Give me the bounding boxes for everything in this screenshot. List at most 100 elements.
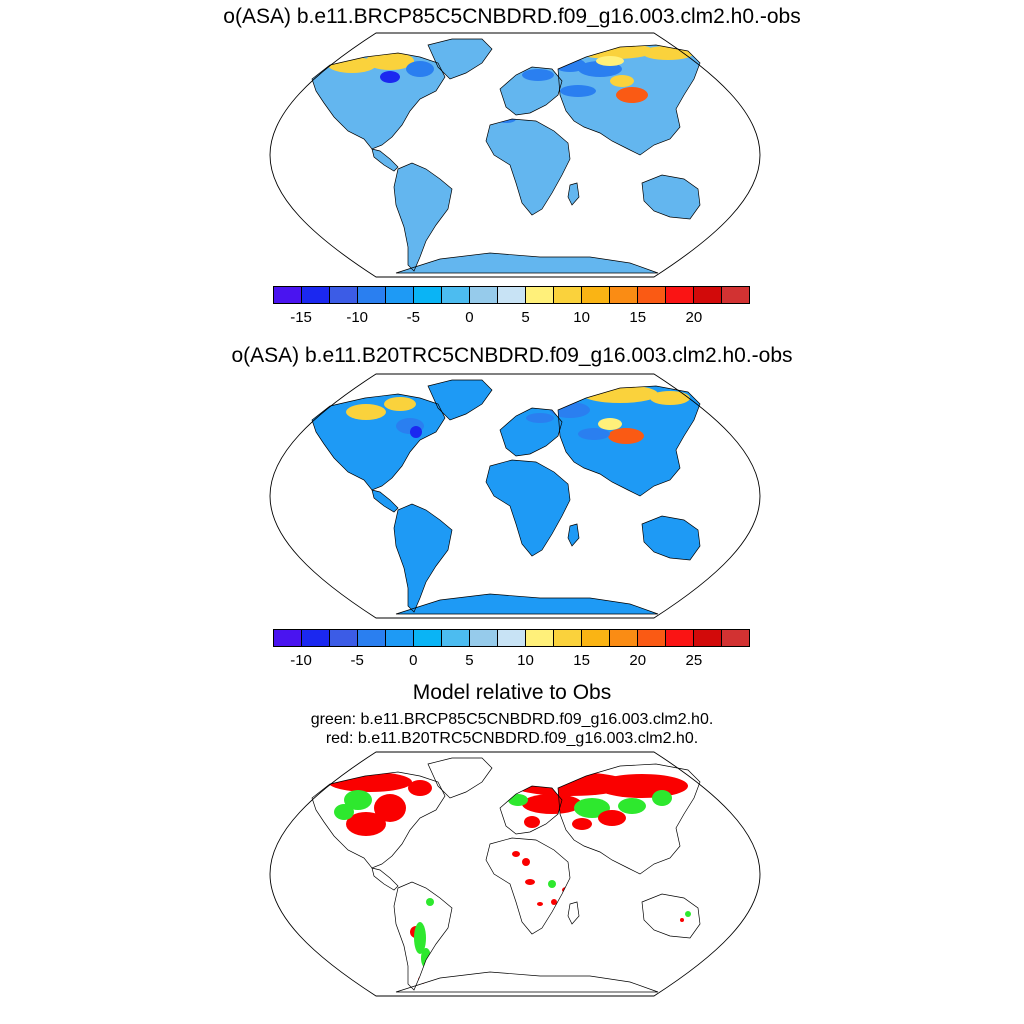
colorbar-cell: [526, 630, 554, 646]
colorbar-cell: [610, 287, 638, 303]
anomaly-patch: [522, 858, 530, 866]
coastline-north-america: [311, 393, 446, 491]
colorbar-cell: [358, 630, 386, 646]
colorbar-cell: [302, 287, 330, 303]
anomaly-patch: [384, 397, 416, 411]
colorbar-cell: [330, 287, 358, 303]
colorbar-cell: [610, 630, 638, 646]
panel-2-colorbar: [273, 629, 750, 647]
colorbar-cell: [722, 630, 749, 646]
coastline-greenland: [427, 757, 493, 799]
panel-2-title: o(ASA) b.e11.B20TRC5CNBDRD.f09_g16.003.c…: [231, 344, 793, 367]
colorbar-cell: [274, 630, 302, 646]
colorbar-tick-label: -10: [290, 652, 312, 669]
colorbar-cell: [470, 287, 498, 303]
coastline-madagascar: [567, 523, 580, 547]
panel-1-map: [269, 32, 761, 278]
anomaly-patch: [522, 794, 582, 814]
anomaly-patch: [608, 428, 644, 444]
colorbar-cell: [554, 287, 582, 303]
colorbar-tick-label: 0: [409, 652, 418, 669]
coastline-south-america: [393, 503, 453, 613]
anomaly-patch: [685, 911, 691, 917]
land-africa: [486, 119, 570, 215]
colorbar-tick-label: -5: [350, 652, 364, 669]
land-madagascar: [568, 902, 579, 924]
anomaly-patch: [346, 404, 386, 420]
colorbar-cell: [666, 630, 694, 646]
colorbar-cell: [302, 630, 330, 646]
panel-3-red-label: red: b.e11.B20TRC5CNBDRD.f09_g16.003.clm…: [325, 730, 699, 747]
colorbar-tick-label: 20: [629, 652, 647, 669]
land-antarctica: [396, 253, 658, 273]
land-south-america: [394, 504, 452, 612]
anomaly-patch: [610, 75, 634, 87]
coastline-europe: [499, 785, 563, 835]
colorbar-tick-label: -5: [406, 309, 420, 326]
land-central-america: [372, 490, 398, 512]
anomaly-patch: [642, 46, 694, 60]
panel-1-title: o(ASA) b.e11.BRCP85C5CNBDRD.f09_g16.003.…: [223, 5, 801, 28]
coastline-north-america: [311, 771, 446, 869]
coastline-greenland: [427, 38, 493, 80]
panel-2-colorbar-ticks: -10 -5 0 5 10 15 20 25: [273, 652, 750, 672]
land-madagascar: [568, 524, 579, 546]
land-africa: [486, 838, 570, 934]
anomaly-patch: [578, 428, 610, 440]
panel-3-title: Model relative to Obs: [412, 681, 612, 704]
coastline-central-america: [371, 148, 399, 172]
anomaly-patch: [374, 794, 406, 822]
colorbar-cell: [358, 287, 386, 303]
coastline-australia: [641, 515, 701, 561]
anomaly-patch: [410, 426, 422, 438]
colorbar-cell: [722, 287, 749, 303]
colorbar-cell: [330, 630, 358, 646]
colorbar-cell: [694, 287, 722, 303]
colorbar-cell: [666, 287, 694, 303]
colorbar-cell: [442, 287, 470, 303]
colorbar-cell: [582, 630, 610, 646]
anomaly-patch: [537, 902, 543, 906]
land-greenland: [428, 380, 492, 420]
colorbar-tick-label: 10: [517, 652, 534, 669]
land-australia: [642, 894, 700, 938]
anomaly-patch: [526, 413, 554, 423]
colorbar-cell: [386, 287, 414, 303]
coastline-madagascar: [567, 182, 580, 206]
colorbar-cell: [554, 630, 582, 646]
land-australia: [642, 516, 700, 560]
colorbar-cell: [274, 287, 302, 303]
coastline-africa: [485, 459, 571, 557]
anomaly-patch: [406, 61, 434, 77]
colorbar-cell: [470, 630, 498, 646]
anomaly-patch: [426, 898, 434, 906]
panel-3-map: [269, 751, 761, 997]
map-frame: [269, 32, 761, 278]
anomaly-patch: [366, 52, 414, 70]
colorbar-tick-label: 20: [685, 309, 703, 326]
coastline-australia: [641, 893, 701, 939]
coastline-australia: [641, 174, 701, 220]
colorbar-cell: [638, 287, 666, 303]
anomaly-patch: [346, 812, 386, 836]
anomaly-patch: [574, 798, 610, 818]
colorbar-tick-label: 5: [521, 309, 530, 326]
anomaly-patch: [548, 880, 556, 888]
colorbar-cell: [694, 630, 722, 646]
colorbar-tick-label: 0: [465, 309, 474, 326]
coastline-antarctica: [395, 252, 659, 274]
coastline-europe: [499, 66, 563, 116]
colorbar-tick-label: -10: [346, 309, 369, 326]
anomaly-patch: [414, 922, 426, 954]
colorbar-cell: [526, 287, 554, 303]
coastline-antarctica: [395, 593, 659, 615]
coastline-south-america: [393, 881, 453, 991]
colorbar-cell: [498, 630, 526, 646]
anomaly-patch: [618, 798, 646, 814]
coastline-madagascar: [567, 901, 580, 925]
land-antarctica: [396, 972, 658, 992]
land-greenland: [428, 39, 492, 79]
anomaly-patch: [334, 804, 354, 820]
colorbar-tick-label: 15: [629, 309, 647, 326]
panel-3-green-label: green: b.e11.BRCP85C5CNBDRD.f09_g16.003.…: [310, 711, 714, 728]
